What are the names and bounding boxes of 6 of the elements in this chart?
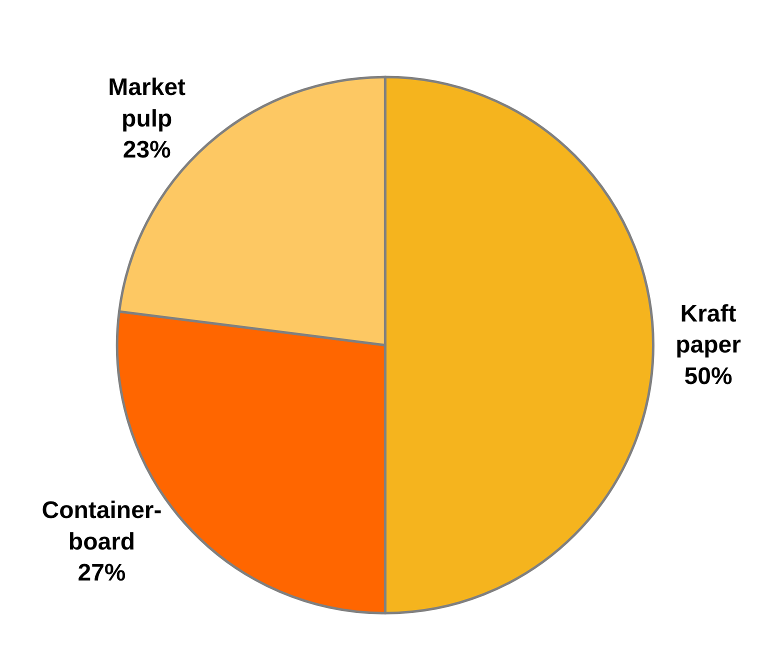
data-label: 50%	[684, 362, 732, 390]
slice-label: Kraft paper	[676, 300, 741, 359]
slice-label: Market pulp	[108, 74, 186, 132]
data-label: 23%	[122, 136, 171, 164]
slice-label: Container-board	[42, 497, 162, 556]
data-label: 27%	[78, 560, 126, 587]
